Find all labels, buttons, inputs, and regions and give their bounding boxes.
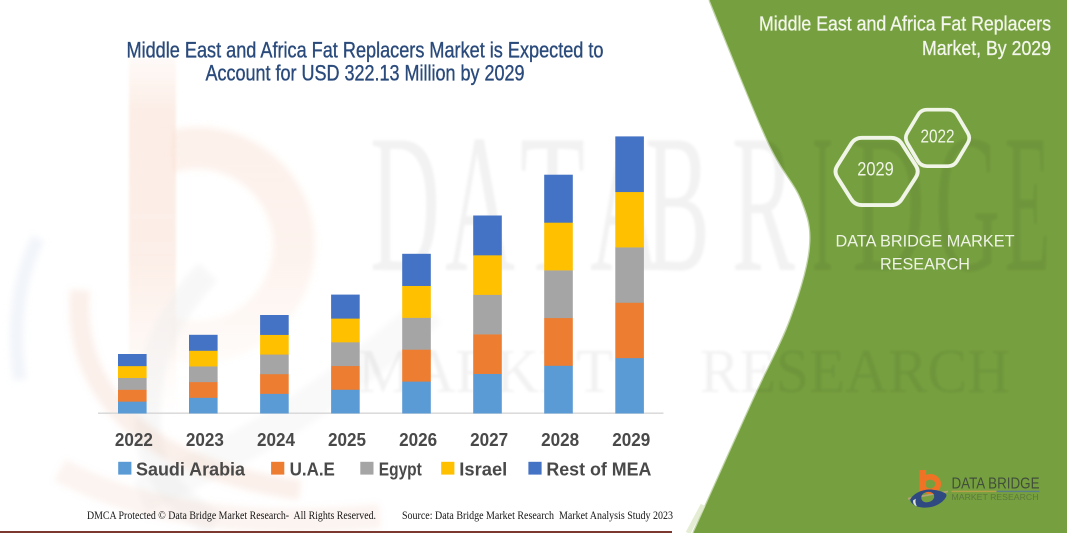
svg-text:Rest of MEA: Rest of MEA <box>546 459 651 480</box>
svg-text:2028: 2028 <box>541 429 579 450</box>
svg-text:I: I <box>812 94 833 313</box>
svg-text:E: E <box>1005 94 1050 313</box>
svg-text:Israel: Israel <box>459 459 507 480</box>
svg-text:I: I <box>812 94 833 313</box>
svg-text:Saudi Arabia: Saudi Arabia <box>136 459 246 480</box>
svg-text:2023: 2023 <box>186 429 224 450</box>
svg-text:E: E <box>1005 94 1050 313</box>
svg-text:RESEARCH: RESEARCH <box>700 338 1010 406</box>
svg-text:Market, By 2029: Market, By 2029 <box>922 37 1051 60</box>
svg-text:2029: 2029 <box>612 429 650 450</box>
svg-text:Middle East and Africa Fat Rep: Middle East and Africa Fat Replacers Mar… <box>127 38 604 63</box>
svg-text:DATA BRIDGE: DATA BRIDGE <box>952 476 1040 493</box>
svg-text:2022: 2022 <box>115 429 153 450</box>
svg-text:DATA BRIDGE MARKET: DATA BRIDGE MARKET <box>836 233 1015 251</box>
svg-text:Egypt: Egypt <box>379 459 422 480</box>
svg-text:RESEARCH: RESEARCH <box>880 255 970 273</box>
svg-text:Source: Data Bridge Market Res: Source: Data Bridge Market Research Mark… <box>402 510 673 522</box>
svg-text:B: B <box>645 94 710 313</box>
svg-text:DMCA Protected © Data Bridge M: DMCA Protected © Data Bridge Market Rese… <box>87 510 376 522</box>
svg-text:2024: 2024 <box>257 429 296 450</box>
svg-text:2029: 2029 <box>857 159 894 180</box>
svg-text:MARKET RESEARCH: MARKET RESEARCH <box>952 492 1039 502</box>
svg-text:R: R <box>732 94 795 313</box>
svg-text:2022: 2022 <box>921 125 955 146</box>
svg-text:2026: 2026 <box>399 429 437 450</box>
svg-text:2027: 2027 <box>470 429 508 450</box>
svg-text:Middle East and Africa Fat Rep: Middle East and Africa Fat Replacers <box>759 13 1051 36</box>
svg-text:2025: 2025 <box>328 429 366 450</box>
svg-text:U.A.E: U.A.E <box>290 459 335 480</box>
svg-text:Account for USD 322.13 Million: Account for USD 322.13 Million by 2029 <box>206 61 525 86</box>
